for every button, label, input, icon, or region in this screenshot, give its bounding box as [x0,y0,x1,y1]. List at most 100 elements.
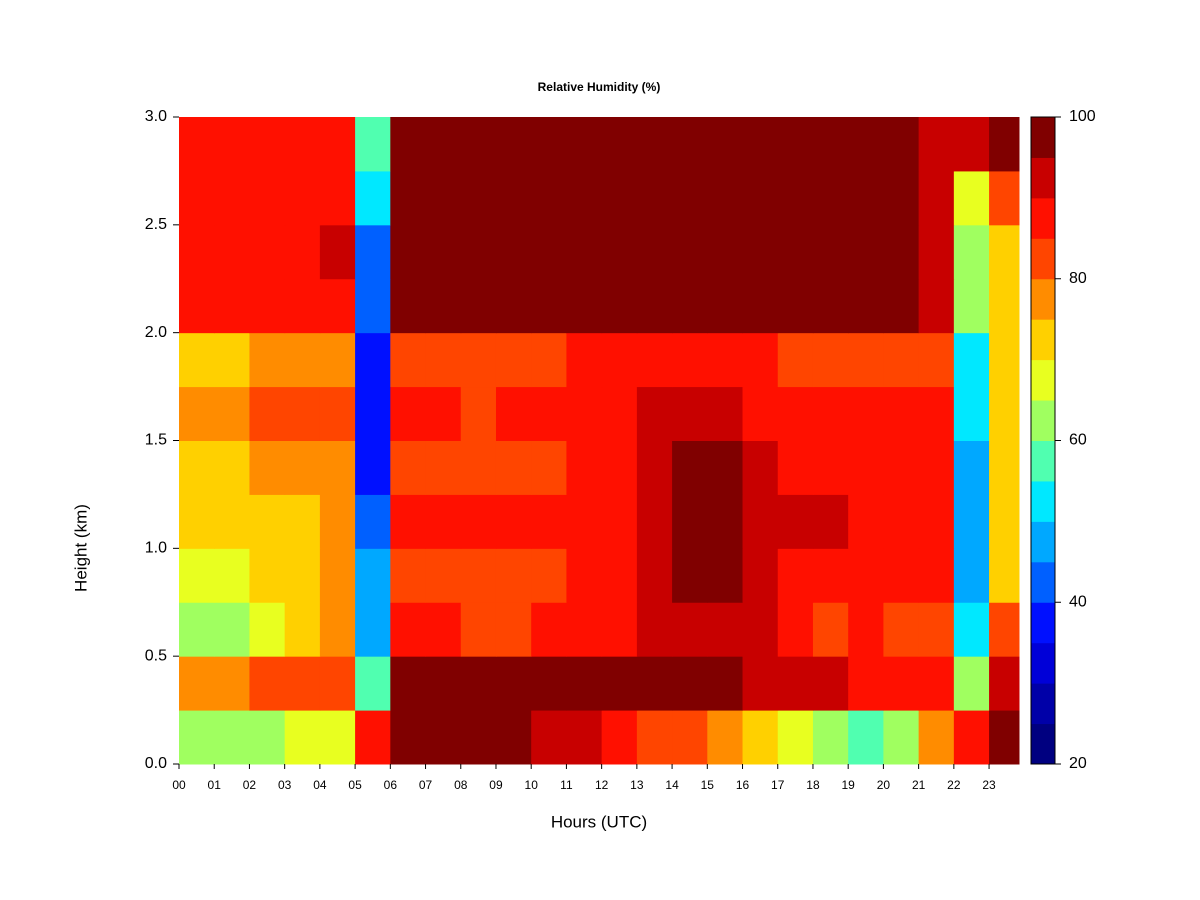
colorbar-swatch [1031,683,1055,725]
heatmap-cell [531,117,567,172]
heatmap-cell [390,710,427,765]
heatmap-cell [707,386,744,441]
heatmap-cell [918,117,955,172]
heatmap-cell [249,332,286,388]
heatmap-cell [989,386,1020,441]
colorbar-swatch [1031,521,1055,563]
heatmap-cell [848,117,884,172]
heatmap-cell [566,494,603,549]
heatmap-cell [495,494,532,549]
heatmap-cell [918,278,955,334]
heatmap-cell [531,332,567,388]
y-tick-label: 3.0 [145,108,167,125]
heatmap-cell [319,332,356,388]
heatmap-cell [848,386,884,441]
heatmap-cell [883,117,920,172]
heatmap-cell [319,224,356,280]
heatmap-cell [636,548,673,603]
heatmap-cell [601,656,638,711]
heatmap-cell [777,494,814,549]
heatmap-cell [601,170,638,226]
heatmap-cell [953,602,990,657]
heatmap-cell [848,170,884,226]
heatmap-cell [636,386,673,441]
y-tick-label: 2.0 [145,324,167,341]
heatmap-cell [425,224,462,280]
heatmap-cell [214,170,250,226]
heatmap-cell [601,602,638,657]
heatmap-cell [355,602,391,657]
heatmap-cell [249,278,286,334]
heatmap-cell [848,548,884,603]
heatmap-cell [495,386,532,441]
chart-title: Relative Humidity (%) [538,80,661,94]
heatmap-cell [495,440,532,495]
heatmap-cell [531,602,567,657]
heatmap-cell [566,710,603,765]
heatmap-cell [812,602,849,657]
heatmap-cell [425,117,462,172]
colorbar-tick-label: 100 [1069,108,1096,125]
heatmap-cell [179,224,215,280]
heatmap-cell [812,332,849,388]
heatmap-cell [601,548,638,603]
heatmap-cell [319,710,356,765]
x-tick-label: 23 [982,778,996,792]
y-tick-label: 2.5 [145,216,167,233]
heatmap-cell [390,494,427,549]
heatmap-cell [284,224,321,280]
heatmap-cell [672,548,708,603]
heatmap-cell [495,332,532,388]
heatmap-cell [742,332,779,388]
colorbar-swatch [1031,561,1055,603]
heatmap-cell [284,117,321,172]
heatmap-cell [989,117,1020,172]
heatmap-cell [989,656,1020,711]
heatmap-cell [672,117,708,172]
heatmap-cell [425,386,462,441]
heatmap-cell [460,170,497,226]
heatmap-cell [777,224,814,280]
heatmap-cell [672,494,708,549]
heatmap-cell [601,494,638,549]
heatmap-cell [989,332,1020,388]
heatmap-cell [355,710,391,765]
heatmap-cell [742,117,779,172]
heatmap-cell [390,332,427,388]
heatmap-cell [672,224,708,280]
colorbar-swatch [1031,238,1055,280]
heatmap-cell [953,656,990,711]
heatmap-cell [531,656,567,711]
x-tick-label: 14 [665,778,679,792]
heatmap-cell [953,332,990,388]
heatmap-cell [883,386,920,441]
heatmap-cell [601,386,638,441]
heatmap-cell [601,332,638,388]
heatmap-cell [425,548,462,603]
heatmap-cell [566,170,603,226]
heatmap-cell [390,602,427,657]
heatmap-cell [531,386,567,441]
heatmap-cell [672,440,708,495]
x-tick-label: 01 [208,778,222,792]
heatmap [179,117,1020,765]
heatmap-cell [355,656,391,711]
heatmap-cell [636,170,673,226]
heatmap-cell [848,602,884,657]
heatmap-cell [812,278,849,334]
heatmap-cell [883,278,920,334]
heatmap-cell [636,117,673,172]
y-tick-label: 1.5 [145,432,167,449]
heatmap-cell [812,494,849,549]
heatmap-cell [214,224,250,280]
heatmap-cell [707,440,744,495]
heatmap-cell [355,278,391,334]
heatmap-cell [249,386,286,441]
heatmap-cell [918,386,955,441]
heatmap-cell [355,332,391,388]
colorbar-swatch [1031,359,1055,401]
x-tick-label: 10 [525,778,539,792]
heatmap-cell [214,710,250,765]
colorbar-tick-label: 20 [1069,755,1087,772]
heatmap-cell [566,440,603,495]
